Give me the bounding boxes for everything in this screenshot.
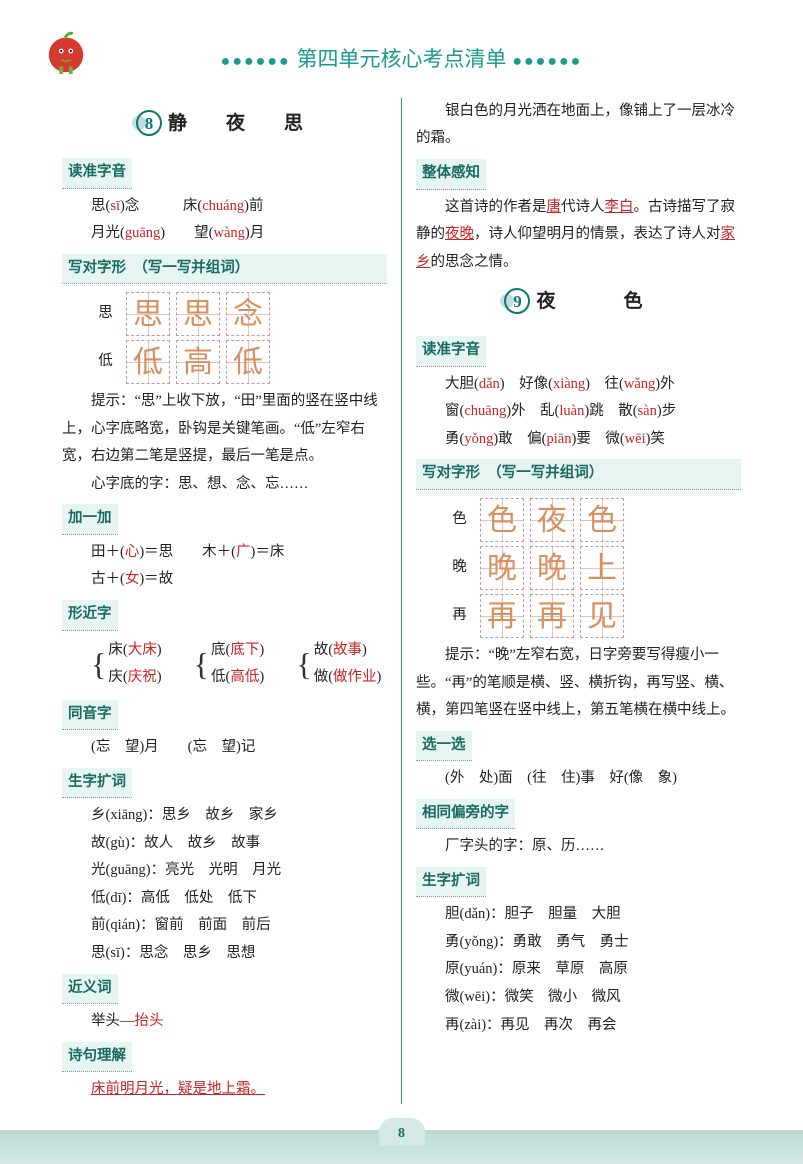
shengzi-list-right: 胆(dǎn)：胆子 胆量 大胆勇(yǒng)：勇敢 勇气 勇士原(yuán)：原… xyxy=(416,901,741,1039)
section-duzhun-r: 读准字音 xyxy=(416,336,486,367)
section-tongyin: 同音字 xyxy=(62,700,118,731)
char-practice-rows: 思思思念低低高低 xyxy=(62,292,387,384)
unit-header: ●●●●●● 第四单元核心考点清单 ●●●●●● xyxy=(48,40,755,80)
shengzi-line: 低(dī)：高低 低处 低下 xyxy=(62,885,387,913)
lesson-8-title: 8静 夜 思 xyxy=(62,106,387,142)
char-row-label: 低 xyxy=(91,348,120,376)
brace-group: {故(故事)做(做作业) xyxy=(296,637,387,692)
xiangtong-text: 厂字头的字：原、历…… xyxy=(416,833,741,861)
char-row: 思思思念 xyxy=(62,292,387,336)
header-title-text: 第四单元核心考点清单 xyxy=(297,48,507,71)
char-box: 夜 xyxy=(530,498,574,542)
char-box: 色 xyxy=(580,498,624,542)
jinyi-text: 举头—抬头 xyxy=(62,1008,387,1036)
char-row-label: 色 xyxy=(445,506,474,534)
char-box: 低 xyxy=(126,340,170,384)
shiju-text: 床前明月光，疑是地上霜。 xyxy=(62,1076,387,1104)
dots-left: ●●●●●● xyxy=(221,53,291,70)
char-row: 色色夜色 xyxy=(416,498,741,542)
char-practice-rows-r: 色色夜色晚晚晚上再再再见 xyxy=(416,498,741,638)
xiedui-tip-r: 提示：“晚”左窄右宽，日字旁要写得瘦小一些。“再”的笔顺是横、竖、横折钩，再写竖… xyxy=(416,642,741,725)
shengzi-line: 再(zài)：再见 再次 再会 xyxy=(416,1012,741,1040)
jia-2: 古＋(女)＝故 xyxy=(62,566,387,594)
shengzi-line: 胆(dǎn)：胆子 胆量 大胆 xyxy=(416,901,741,929)
cont-text: 银白色的月光洒在地面上，像铺上了一层冰冷的霜。 xyxy=(416,98,741,153)
char-box: 上 xyxy=(580,546,624,590)
section-xiangtong: 相同偏旁的字 xyxy=(416,799,515,830)
char-box: 思 xyxy=(126,292,170,336)
shengzi-line: 故(gù)：故人 故乡 故事 xyxy=(62,830,387,858)
section-xingjin: 形近字 xyxy=(62,600,118,631)
shengzi-line: 微(wēi)：微笑 微小 微风 xyxy=(416,984,741,1012)
char-box: 再 xyxy=(530,594,574,638)
section-xiedui: 写对字形 （写一写并组词） xyxy=(62,254,387,285)
section-zhengti: 整体感知 xyxy=(416,159,486,190)
section-jinyi: 近义词 xyxy=(62,974,118,1005)
brace-group: {底(底下)低(高低) xyxy=(194,637,285,692)
pinyin-line-1: 思(sī)念 床(chuáng)前 xyxy=(62,193,387,221)
char-row: 低低高低 xyxy=(62,340,387,384)
char-box: 低 xyxy=(226,340,270,384)
char-row-label: 晚 xyxy=(445,554,474,582)
duzhun-line: 窗(chuāng)外 乱(luàn)跳 散(sàn)步 xyxy=(416,398,741,426)
char-row-label: 再 xyxy=(445,602,474,630)
page: ●●●●●● 第四单元核心考点清单 ●●●●●● 8静 夜 思 读准字音 思(s… xyxy=(0,0,803,1164)
lesson-9-title: 9夜 色 xyxy=(416,284,741,320)
section-shengzi-l: 生字扩词 xyxy=(62,768,132,799)
char-row-label: 思 xyxy=(91,300,120,328)
shengzi-line: 原(yuán)：原来 草原 高原 xyxy=(416,956,741,984)
duzhun-line: 勇(yǒng)敢 偏(piān)要 微(wēi)笑 xyxy=(416,426,741,454)
char-box: 晚 xyxy=(480,546,524,590)
char-box: 见 xyxy=(580,594,624,638)
shengzi-line: 乡(xiāng)：思乡 故乡 家乡 xyxy=(62,802,387,830)
duzhun-line: 大胆(dǎn) 好像(xiàng) 往(wǎng)外 xyxy=(416,371,741,399)
xiedui-tip2: 心字底的字：思、想、念、忘…… xyxy=(62,471,387,499)
section-xuan: 选一选 xyxy=(416,731,472,762)
zhengti-text: 这首诗的作者是唐代诗人李白。古诗描写了寂静的夜晚，诗人仰望明月的情景，表达了诗人… xyxy=(416,194,741,277)
char-box: 念 xyxy=(226,292,270,336)
shengzi-line: 勇(yǒng)：勇敢 勇气 勇士 xyxy=(416,929,741,957)
right-column: 银白色的月光洒在地面上，像铺上了一层冰冷的霜。 整体感知 这首诗的作者是唐代诗人… xyxy=(402,98,755,1104)
shengzi-line: 思(sī)：思念 思乡 思想 xyxy=(62,940,387,968)
duzhun-lines-right: 大胆(dǎn) 好像(xiàng) 往(wǎng)外窗(chuāng)外 乱(l… xyxy=(416,371,741,454)
xingjin-groups: {床(大床)庆(庆祝){底(底下)低(高低){故(故事)做(做作业) xyxy=(62,635,387,694)
shengzi-list-left: 乡(xiāng)：思乡 故乡 家乡故(gù)：故人 故乡 故事光(guāng)：… xyxy=(62,802,387,967)
brace-group: {床(大床)庆(庆祝) xyxy=(91,637,182,692)
char-row: 再再再见 xyxy=(416,594,741,638)
section-shiju: 诗句理解 xyxy=(62,1042,132,1073)
section-shengzi-r: 生字扩词 xyxy=(416,867,486,898)
pinyin-line-2: 月光(guāng) 望(wàng)月 xyxy=(62,220,387,248)
left-column: 8静 夜 思 读准字音 思(sī)念 床(chuáng)前 月光(guāng) … xyxy=(48,98,402,1104)
char-box: 再 xyxy=(480,594,524,638)
xuan-text: (外 处)面 (往 住)事 好(像 象) xyxy=(416,765,741,793)
xiedui-tip: 提示：“思”上收下放，“田”里面的竖在竖中线上，心字底略宽，卧钩是关键笔画。“低… xyxy=(62,388,387,471)
tongyin-text: (忘 望)月 (忘 望)记 xyxy=(62,734,387,762)
jia-1: 田＋(心)＝思 木＋(广)＝床 xyxy=(62,539,387,567)
char-box: 思 xyxy=(176,292,220,336)
shengzi-line: 光(guāng)：亮光 光明 月光 xyxy=(62,857,387,885)
char-box: 晚 xyxy=(530,546,574,590)
char-box: 高 xyxy=(176,340,220,384)
char-box: 色 xyxy=(480,498,524,542)
dots-right: ●●●●●● xyxy=(512,53,582,70)
char-row: 晚晚晚上 xyxy=(416,546,741,590)
shengzi-line: 前(qián)：窗前 前面 前后 xyxy=(62,912,387,940)
section-duzhun: 读准字音 xyxy=(62,158,132,189)
content-columns: 8静 夜 思 读准字音 思(sī)念 床(chuáng)前 月光(guāng) … xyxy=(48,98,755,1104)
section-jiayijia: 加一加 xyxy=(62,504,118,535)
section-xiedui-r: 写对字形 （写一写并组词） xyxy=(416,459,741,490)
